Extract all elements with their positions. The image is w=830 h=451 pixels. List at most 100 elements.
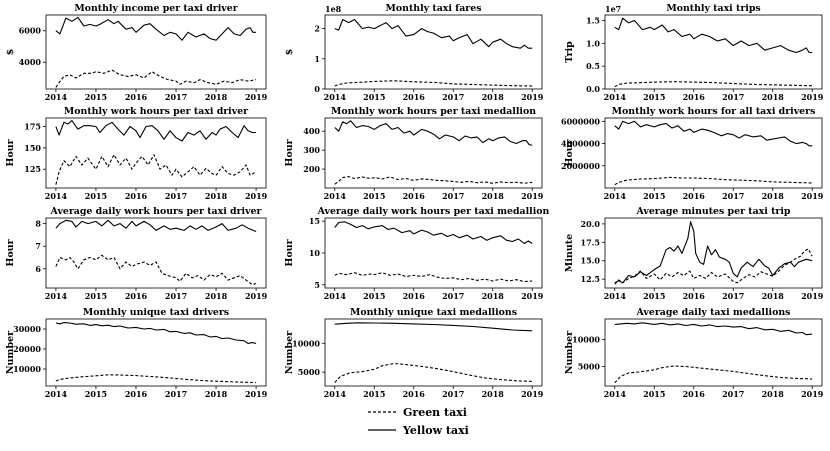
x-tick-label: 2017: [442, 389, 464, 399]
axis-multiplier: 1e7: [605, 4, 621, 14]
x-tick-label: 2014: [324, 191, 347, 201]
x-tick-label: 2019: [801, 389, 824, 399]
y-tick-label: 6: [35, 264, 41, 274]
x-tick-label: 2018: [482, 92, 505, 102]
y-tick-label: 150: [24, 143, 41, 153]
y-axis-label: Minute: [564, 234, 575, 272]
y-tick-label: 175: [24, 122, 41, 132]
y-tick-label: 8: [35, 219, 41, 229]
x-tick-label: 2019: [521, 92, 544, 102]
x-tick-label: 2017: [165, 291, 187, 301]
y-axis-label: $: [284, 49, 295, 56]
y-tick-label: 125: [24, 164, 41, 174]
y-tick-label: 30000: [13, 324, 41, 334]
x-tick-label: 2016: [683, 389, 706, 399]
chart-panel-1: Monthly income per taxi driver $2014 2015 2…: [5, 3, 268, 102]
y-axis-label: Number: [564, 330, 575, 374]
y-tick-label: 2: [314, 24, 320, 34]
y-tick-label: 1: [314, 54, 320, 64]
x-tick-label: 2019: [245, 191, 268, 201]
y-tick-label: 10000: [13, 364, 41, 374]
chart-title: Monthly taxi trips: [666, 3, 760, 14]
y-axis-label: Hour: [5, 238, 16, 266]
chart-title: Average daily work hours per taxi driver: [50, 206, 263, 217]
x-tick-label: 2014: [604, 191, 627, 201]
green-taxi-line: [55, 69, 257, 88]
y-tick-label: 2000000: [561, 161, 600, 171]
y-tick-label: 20000: [13, 344, 41, 354]
y-tick-label: 17.5: [581, 237, 600, 247]
y-tick-label: 15.0: [581, 256, 601, 266]
x-tick-label: 2019: [801, 291, 824, 301]
green-taxi-line: [334, 272, 533, 283]
plot-frame: [604, 14, 823, 90]
y-axis-label: Number: [5, 330, 16, 374]
x-tick-label: 2019: [245, 92, 268, 102]
legend-label: Green taxi: [403, 406, 467, 419]
chart-title: Monthly work hours for all taxi drivers: [612, 106, 816, 117]
yellow-taxi-line: [614, 17, 813, 54]
x-tick-label: 2015: [85, 92, 107, 102]
x-tick-label: 2018: [205, 291, 228, 301]
chart-title: Monthly work hours per taxi driver: [64, 106, 249, 117]
y-tick-label: 0: [314, 84, 320, 94]
y-tick-label: 7: [35, 241, 41, 251]
x-tick-label: 2015: [363, 389, 385, 399]
x-tick-label: 2014: [324, 389, 347, 399]
chart-title: Average daily taxi medallions: [636, 307, 791, 318]
x-tick-label: 2015: [643, 291, 665, 301]
x-tick-label: 2015: [643, 92, 665, 102]
green-taxi-line: [334, 176, 533, 185]
x-tick-label: 2016: [403, 291, 426, 301]
y-tick-label: 0.0: [586, 84, 600, 94]
x-tick-label: 2014: [324, 291, 347, 301]
y-tick-label: 1.0: [586, 38, 600, 48]
green-taxi-line: [614, 176, 813, 186]
yellow-taxi-line: [334, 18, 533, 49]
y-tick-label: 1.5: [586, 15, 600, 25]
plot-frame: [604, 117, 823, 189]
y-tick-label: 200: [303, 164, 320, 174]
green-taxi-line: [334, 362, 533, 383]
chart-title: Monthly income per taxi driver: [74, 3, 238, 14]
y-tick-label: 10000: [292, 338, 320, 348]
green-taxi-line: [55, 254, 257, 286]
chart-panel-9: Average minutes per taxi trip Minute 2014 2…: [564, 206, 824, 301]
x-tick-label: 2016: [403, 191, 426, 201]
y-tick-label: 4000: [19, 57, 42, 67]
x-tick-label: 2017: [165, 92, 187, 102]
y-tick-label: 5: [314, 280, 320, 290]
yellow-taxi-line: [55, 120, 257, 142]
yellow-taxi-line: [55, 16, 257, 41]
y-tick-label: 10: [309, 248, 321, 258]
x-tick-label: 2015: [363, 191, 385, 201]
yellow-taxi-line: [614, 322, 813, 336]
x-tick-label: 2016: [403, 92, 426, 102]
x-tick-label: 2017: [722, 191, 744, 201]
x-tick-label: 2015: [643, 389, 665, 399]
x-tick-label: 2019: [521, 291, 544, 301]
green-taxi-line: [614, 365, 813, 384]
chart-panel-7: Average daily work hours per taxi driver…: [5, 206, 268, 301]
x-tick-label: 2015: [363, 92, 385, 102]
x-tick-label: 2016: [403, 389, 426, 399]
panels: Monthly income per taxi driver$2014 2015 2…: [5, 3, 824, 399]
x-tick-label: 2014: [604, 389, 627, 399]
x-tick-label: 2019: [521, 389, 544, 399]
x-tick-label: 2019: [801, 191, 824, 201]
x-tick-label: 2018: [482, 291, 505, 301]
x-tick-label: 2014: [45, 191, 68, 201]
y-axis-label: Number: [284, 330, 295, 374]
chart-title: Monthly unique taxi drivers: [83, 307, 229, 318]
y-axis-label: Hour: [284, 138, 295, 166]
x-tick-label: 2016: [125, 191, 148, 201]
legend-label: Yellow taxi: [402, 424, 469, 437]
y-tick-label: 300: [303, 145, 320, 155]
x-tick-label: 2014: [604, 291, 627, 301]
y-axis-label: $: [5, 49, 16, 56]
chart-title: Monthly taxi fares: [386, 3, 482, 14]
plot-frame: [324, 217, 543, 289]
x-tick-label: 2018: [205, 191, 228, 201]
y-tick-label: 400: [303, 126, 320, 136]
